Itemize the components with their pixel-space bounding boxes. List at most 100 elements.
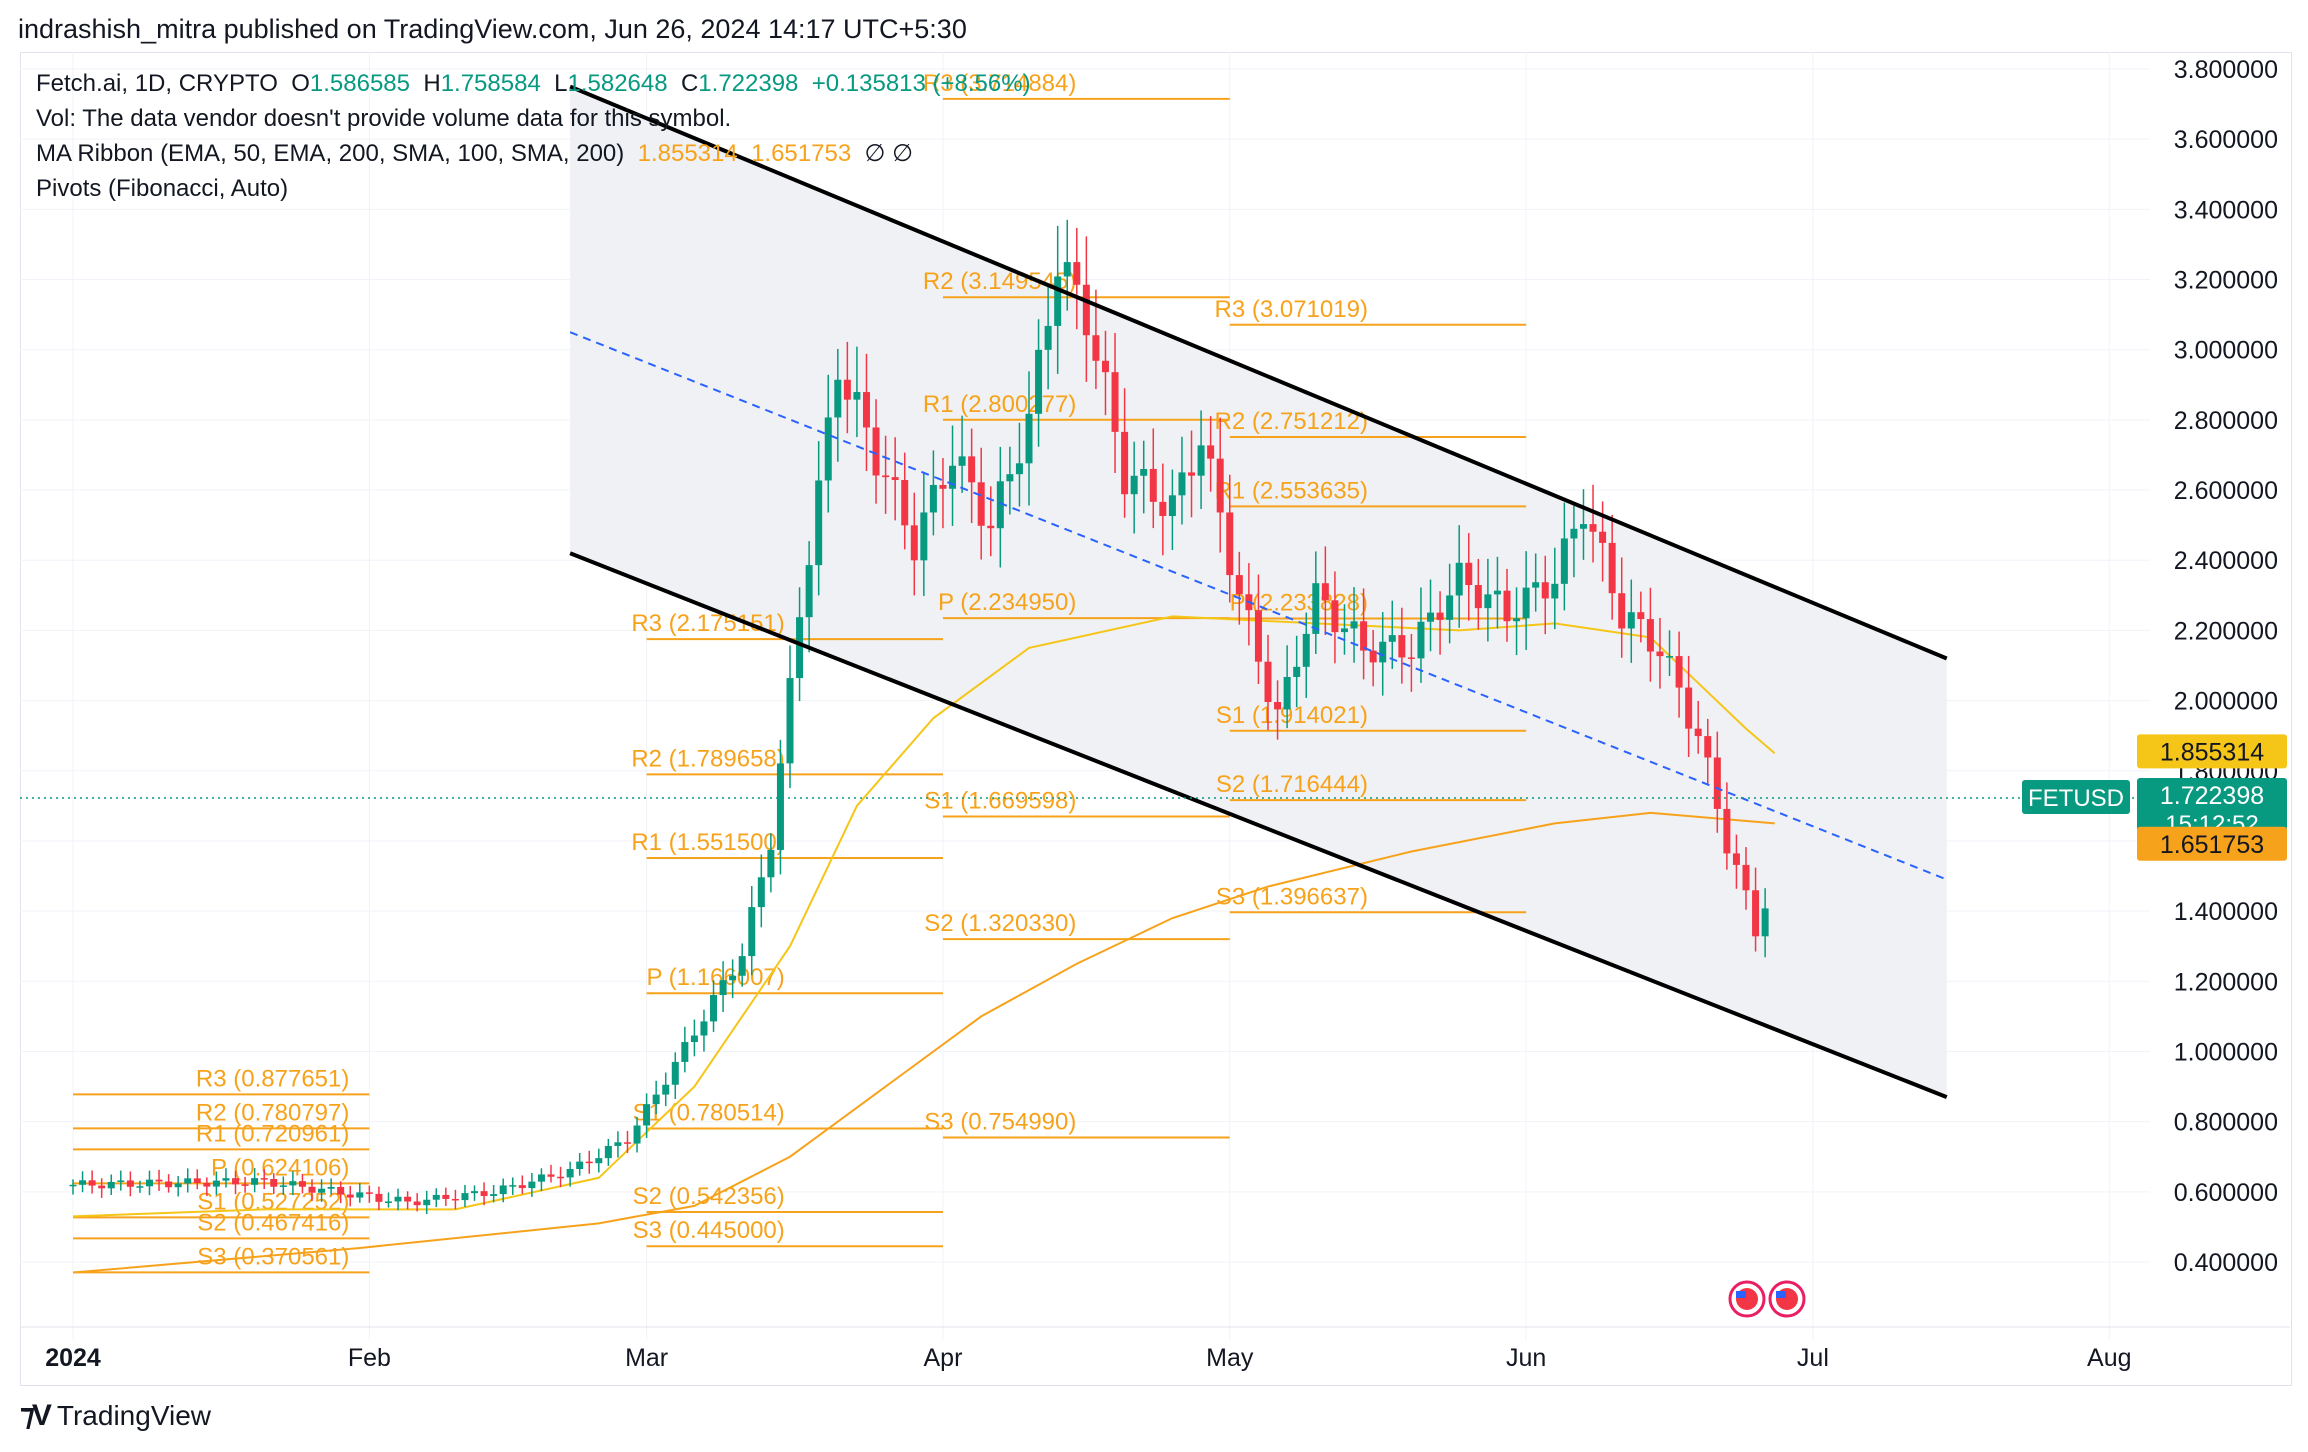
candle-body bbox=[1312, 583, 1320, 634]
candle-body bbox=[1570, 528, 1578, 539]
candle-body bbox=[1666, 656, 1674, 658]
candle-body bbox=[1656, 651, 1664, 657]
candle-body bbox=[518, 1185, 526, 1189]
candle-body bbox=[1484, 594, 1492, 609]
x-tick-label: Feb bbox=[348, 1344, 391, 1372]
candle-body bbox=[117, 1180, 125, 1182]
candle-body bbox=[1054, 276, 1062, 326]
candle-body bbox=[69, 1184, 77, 1187]
candle-body bbox=[1092, 335, 1100, 361]
y-tick-label: 2.600000 bbox=[2174, 477, 2278, 505]
ma50-badge: 1.855314 bbox=[2137, 734, 2287, 769]
ma-ribbon-label[interactable]: MA Ribbon (EMA, 50, EMA, 200, SMA, 100, … bbox=[36, 140, 625, 167]
candle-body bbox=[126, 1180, 134, 1187]
candle-body bbox=[719, 980, 727, 996]
candle-body bbox=[1159, 501, 1167, 517]
pivot-label: S1 (1.914021) bbox=[1216, 702, 1368, 729]
y-tick-label: 2.000000 bbox=[2174, 688, 2278, 716]
candle-body bbox=[1742, 864, 1750, 891]
candle-body bbox=[356, 1192, 364, 1198]
svg-text:1.722398: 1.722398 bbox=[2160, 782, 2264, 810]
ma50-value: 1.855314 bbox=[637, 140, 738, 167]
x-tick-label: Jul bbox=[1797, 1344, 1829, 1372]
svg-text:1.651753: 1.651753 bbox=[2160, 831, 2264, 859]
candle-body bbox=[1474, 585, 1482, 609]
candle-body bbox=[585, 1161, 593, 1164]
candle-body bbox=[796, 617, 804, 679]
high-label: H bbox=[423, 70, 441, 97]
us-flag-event-icon[interactable] bbox=[1728, 1280, 1806, 1318]
candle-body bbox=[337, 1186, 345, 1195]
candle-body bbox=[203, 1182, 211, 1187]
candle-body bbox=[1608, 542, 1616, 594]
ma200-line bbox=[72, 811, 1775, 1274]
volume-note: Vol: The data vendor doesn't provide vol… bbox=[36, 105, 732, 132]
candle-body bbox=[1685, 687, 1693, 729]
chart-legend: Fetch.ai, 1D, CRYPTO O1.586585 H1.758584… bbox=[36, 66, 1031, 206]
candle-body bbox=[843, 379, 851, 400]
symbol-label[interactable]: Fetch.ai, 1D, CRYPTO bbox=[36, 70, 278, 97]
pivot-label: R2 (1.789658) bbox=[631, 745, 784, 772]
candle-body bbox=[815, 480, 823, 566]
candle-body bbox=[289, 1181, 297, 1186]
candle-body bbox=[404, 1196, 412, 1202]
candle-body bbox=[1140, 468, 1148, 476]
candle-body bbox=[557, 1176, 565, 1179]
candle-body bbox=[298, 1181, 306, 1187]
candle-body bbox=[614, 1142, 622, 1146]
candle-body bbox=[480, 1191, 488, 1196]
candle-body bbox=[757, 877, 765, 908]
svg-text:FETUSD: FETUSD bbox=[2028, 785, 2124, 812]
candle-body bbox=[1293, 666, 1301, 677]
candle-body bbox=[174, 1183, 182, 1188]
pivot-label: R2 (3.149545) bbox=[923, 268, 1076, 295]
channel-lower-line[interactable] bbox=[569, 551, 1948, 1099]
candle-body bbox=[1713, 757, 1721, 809]
candle-body bbox=[537, 1174, 545, 1182]
candle-body bbox=[1455, 562, 1463, 596]
x-axis[interactable]: 2024 Feb Mar Apr May Jun Jul Aug bbox=[20, 1326, 2290, 1372]
change-value: +0.135813 (+8.56%) bbox=[811, 70, 1031, 97]
candle-body bbox=[824, 417, 832, 481]
channel-mid-line[interactable] bbox=[569, 331, 1948, 881]
candle-body bbox=[1513, 618, 1521, 622]
candle-body bbox=[1417, 621, 1425, 659]
tradingview-footer[interactable]: ⁊V TradingView bbox=[20, 1398, 211, 1433]
candle-body bbox=[1302, 633, 1310, 667]
candle-body bbox=[949, 465, 957, 489]
ma200-value: 1.651753 bbox=[751, 140, 852, 167]
candle-body bbox=[604, 1145, 612, 1159]
candle-body bbox=[251, 1178, 259, 1185]
candle-body bbox=[977, 482, 985, 526]
candle-body bbox=[212, 1180, 220, 1187]
candle-body bbox=[1675, 656, 1683, 688]
candle-body bbox=[748, 907, 756, 957]
candle-body bbox=[1398, 635, 1406, 658]
candle-body bbox=[1101, 360, 1109, 373]
y-axis[interactable]: 3.800000 3.600000 3.400000 3.200000 3.000000… bbox=[2174, 56, 2278, 1277]
pivot-label: S3 (0.754990) bbox=[924, 1108, 1076, 1135]
candle-body bbox=[1178, 472, 1186, 496]
candle-body bbox=[1446, 595, 1454, 620]
pivots-label[interactable]: Pivots (Fibonacci, Auto) bbox=[36, 175, 289, 202]
candle-body bbox=[1006, 474, 1014, 482]
candle-body bbox=[165, 1181, 173, 1188]
candle-body bbox=[681, 1042, 689, 1062]
pivot-label: R1 (0.720961) bbox=[196, 1120, 349, 1147]
candle-body bbox=[184, 1178, 192, 1184]
candle-body bbox=[79, 1180, 87, 1185]
y-tick-label: 3.000000 bbox=[2174, 337, 2278, 365]
candle-body bbox=[1235, 575, 1243, 595]
candle-body bbox=[776, 763, 784, 850]
candle-body bbox=[853, 392, 861, 400]
candle-body bbox=[346, 1194, 354, 1198]
candle-body bbox=[805, 565, 813, 618]
chart-area[interactable] bbox=[20, 52, 2292, 1386]
candle-body bbox=[1130, 475, 1138, 495]
svg-text:1.855314: 1.855314 bbox=[2160, 738, 2264, 766]
candle-body bbox=[910, 525, 918, 561]
candle-body bbox=[643, 1104, 651, 1126]
channel-upper-line[interactable] bbox=[569, 84, 1948, 661]
low-value: 1.582648 bbox=[567, 70, 668, 97]
